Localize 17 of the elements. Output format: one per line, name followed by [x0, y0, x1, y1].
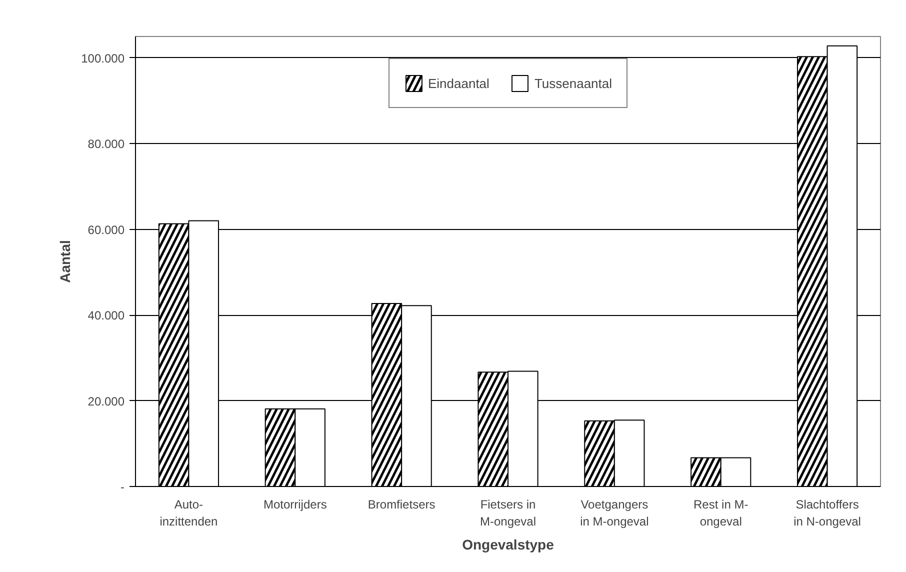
y-tick-label: -: [120, 480, 125, 494]
y-tick-label: 80.000: [88, 137, 125, 152]
x-tick-label: Slachtoffers in N-ongeval: [794, 498, 861, 528]
x-tick-label: Fietsers in M-ongeval: [480, 498, 536, 528]
y-axis-title: Aantal: [57, 240, 74, 283]
x-tick-label: Bromfietsers: [368, 498, 436, 512]
y-tick-label: 20.000: [88, 394, 125, 408]
y-tick-label: 40.000: [88, 308, 125, 323]
x-tick-label: Voetgangers in M-ongeval: [580, 498, 649, 528]
legend-label: Tussenaantal: [534, 76, 612, 90]
x-axis-title: Ongevalstype: [462, 536, 554, 552]
y-tick-label: 100.000: [81, 51, 125, 66]
x-tick-label: Motorrijders: [263, 498, 327, 512]
x-tick-label: Auto- inzittenden: [160, 498, 218, 528]
legend-label: Eindaantal: [428, 76, 490, 90]
y-tick-label: 60.000: [88, 222, 125, 237]
x-tick-label: Rest in M- ongeval: [694, 498, 748, 528]
